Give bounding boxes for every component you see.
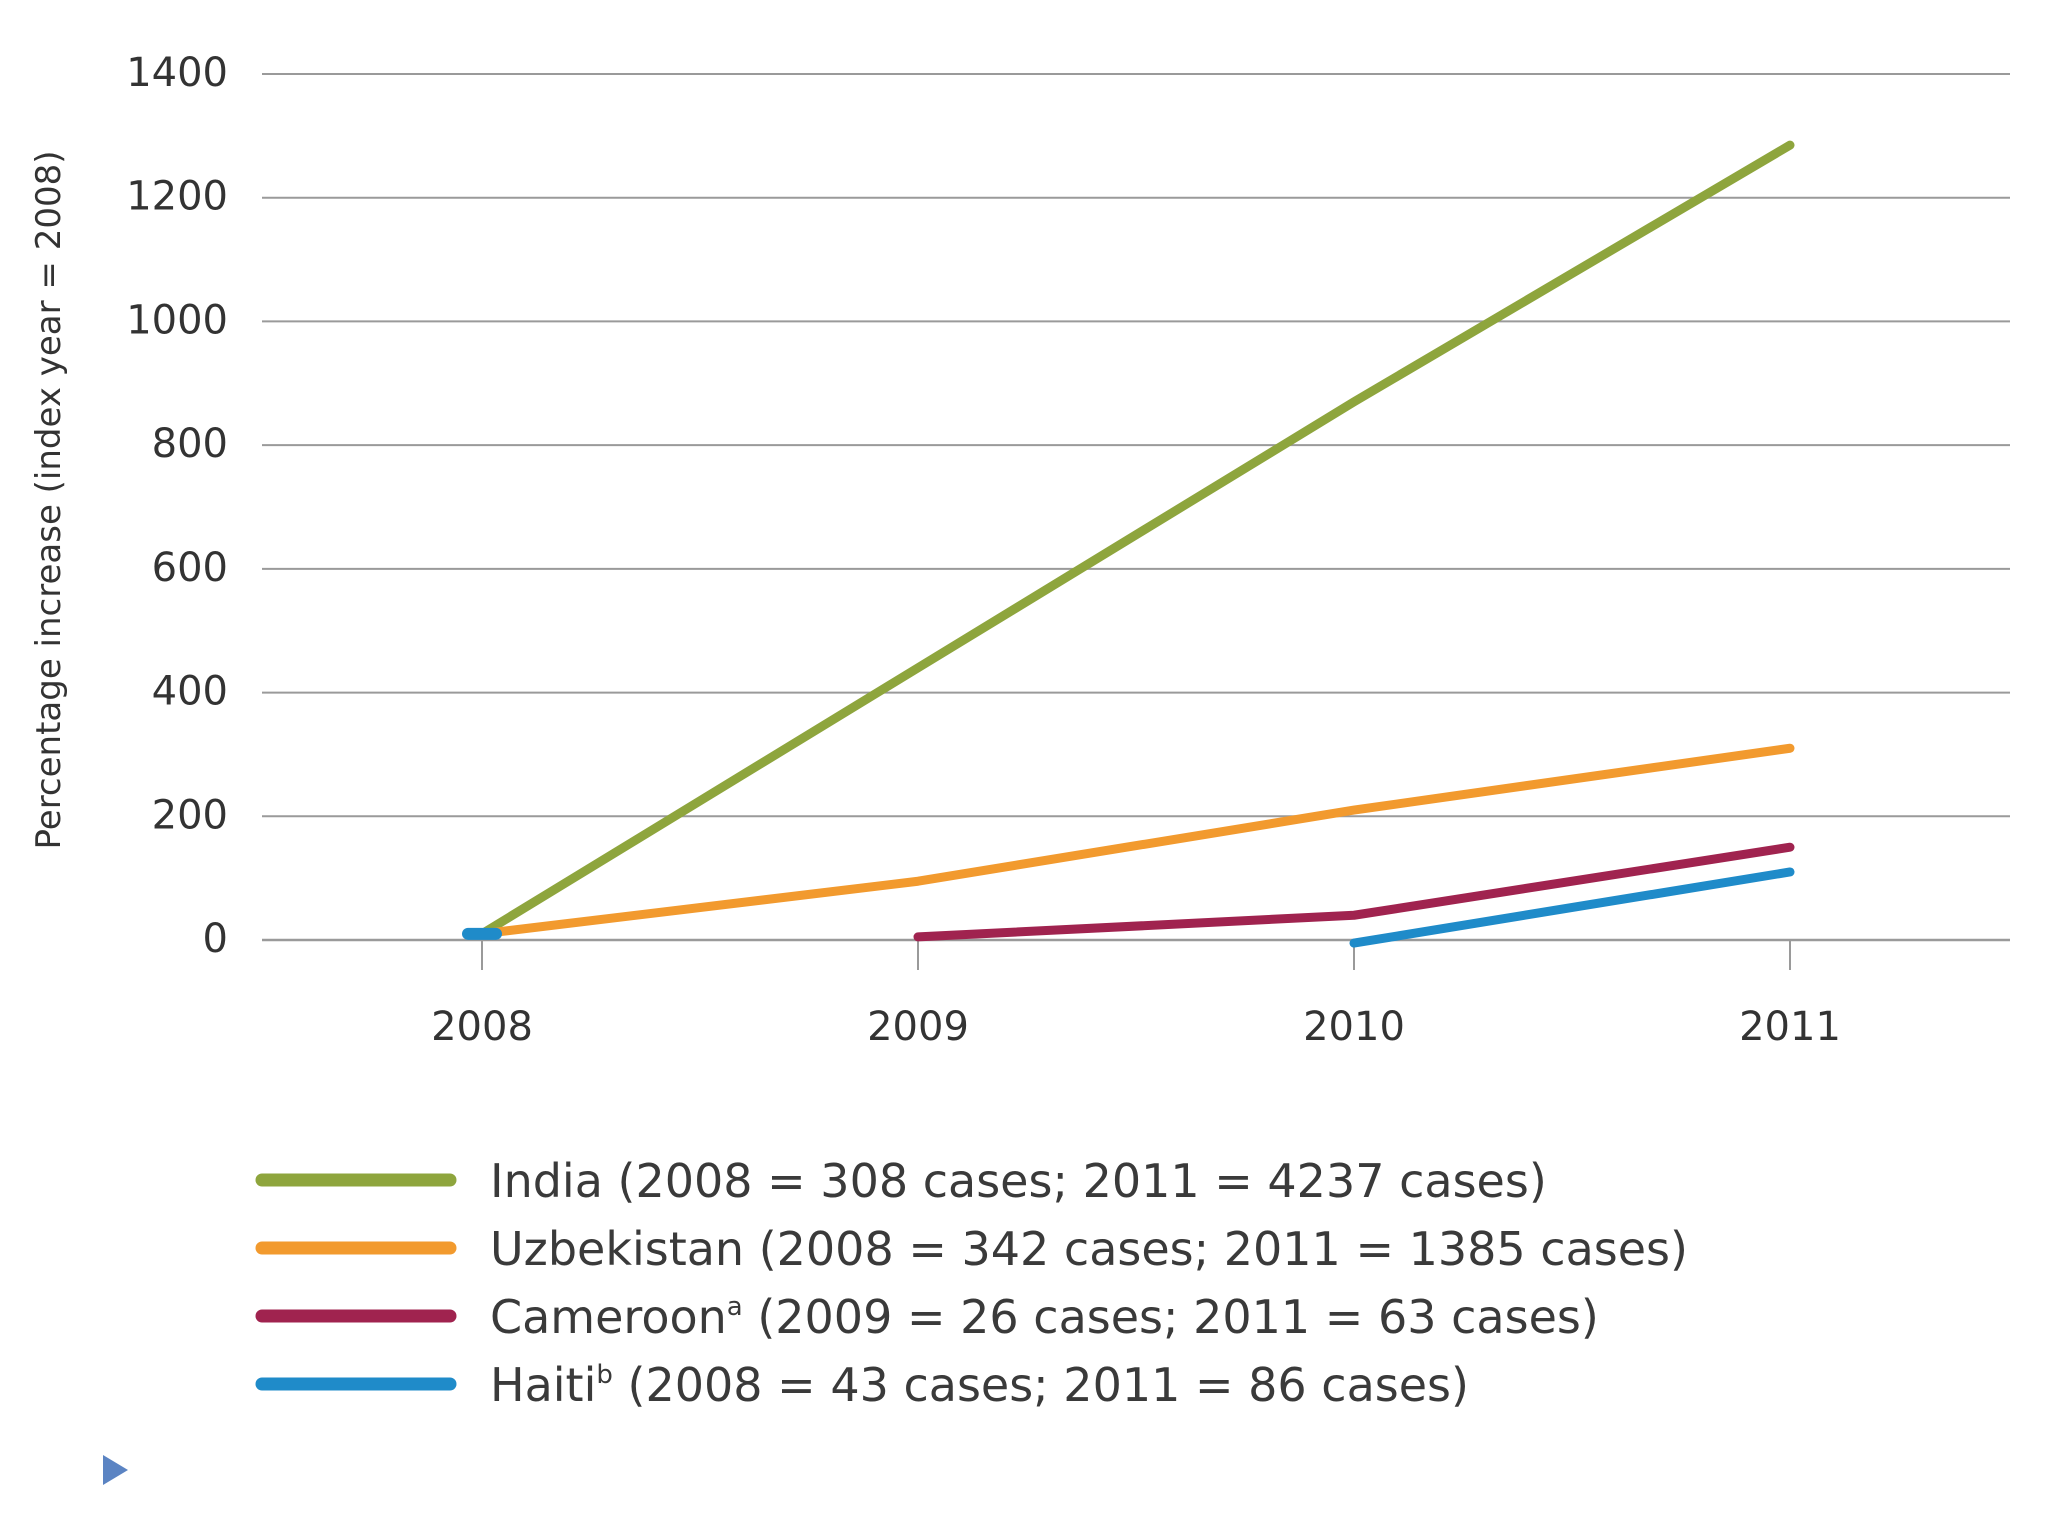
play-triangle-icon — [103, 1455, 128, 1485]
y-tick-label: 1000 — [126, 297, 228, 343]
y-tick-label: 600 — [152, 545, 228, 591]
x-tick-label: 2009 — [867, 1004, 969, 1050]
y-tick-label: 200 — [152, 792, 228, 838]
legend-label-haiti: Haitib (2008 = 43 cases; 2011 = 86 cases… — [490, 1358, 1469, 1412]
legend-label-cameroon: Cameroona (2009 = 26 cases; 2011 = 63 ca… — [490, 1290, 1599, 1344]
y-axis-ticks: 0 200 400 600 800 1000 1200 1400 — [126, 50, 228, 962]
legend-label-superscript: b — [596, 1360, 613, 1390]
legend-label-main: Cameroon — [490, 1290, 727, 1344]
legend-label-superscript: a — [727, 1292, 743, 1322]
y-tick-label: 1400 — [126, 50, 228, 96]
y-tick-label: 800 — [152, 421, 228, 467]
gridlines — [262, 73, 2010, 942]
y-tick-label: 1200 — [126, 174, 228, 220]
x-axis-ticks: 2008 2009 2010 2011 — [431, 940, 1841, 1050]
x-tick-label: 2010 — [1303, 1004, 1405, 1050]
series-line-haiti — [1349, 867, 1795, 948]
legend-label-uzbekistan: Uzbekistan (2008 = 342 cases; 2011 = 138… — [490, 1222, 1688, 1276]
legend: India (2008 = 308 cases; 2011 = 4237 cas… — [255, 1154, 1688, 1412]
series-line-india — [477, 140, 1795, 939]
y-tick-label: 400 — [152, 669, 228, 715]
legend-label-main: India (2008 = 308 cases; 2011 = 4237 cas… — [490, 1154, 1547, 1208]
legend-label-main: Haiti — [490, 1358, 596, 1412]
y-axis-label: Percentage increase (index year = 2008) — [29, 150, 69, 849]
legend-label-rest: (2008 = 43 cases; 2011 = 86 cases) — [613, 1358, 1469, 1412]
legend-label-rest: (2009 = 26 cases; 2011 = 63 cases) — [743, 1290, 1599, 1344]
legend-label-india: India (2008 = 308 cases; 2011 = 4237 cas… — [490, 1154, 1547, 1208]
x-tick-label: 2011 — [1739, 1004, 1841, 1050]
legend-label-main: Uzbekistan (2008 = 342 cases; 2011 = 138… — [490, 1222, 1688, 1276]
x-tick-label: 2008 — [431, 1004, 533, 1050]
y-tick-label: 0 — [203, 916, 228, 962]
series-line-uzbekistan — [477, 743, 1795, 939]
series-lines — [462, 140, 1795, 948]
series-line-cameroon — [913, 842, 1795, 942]
